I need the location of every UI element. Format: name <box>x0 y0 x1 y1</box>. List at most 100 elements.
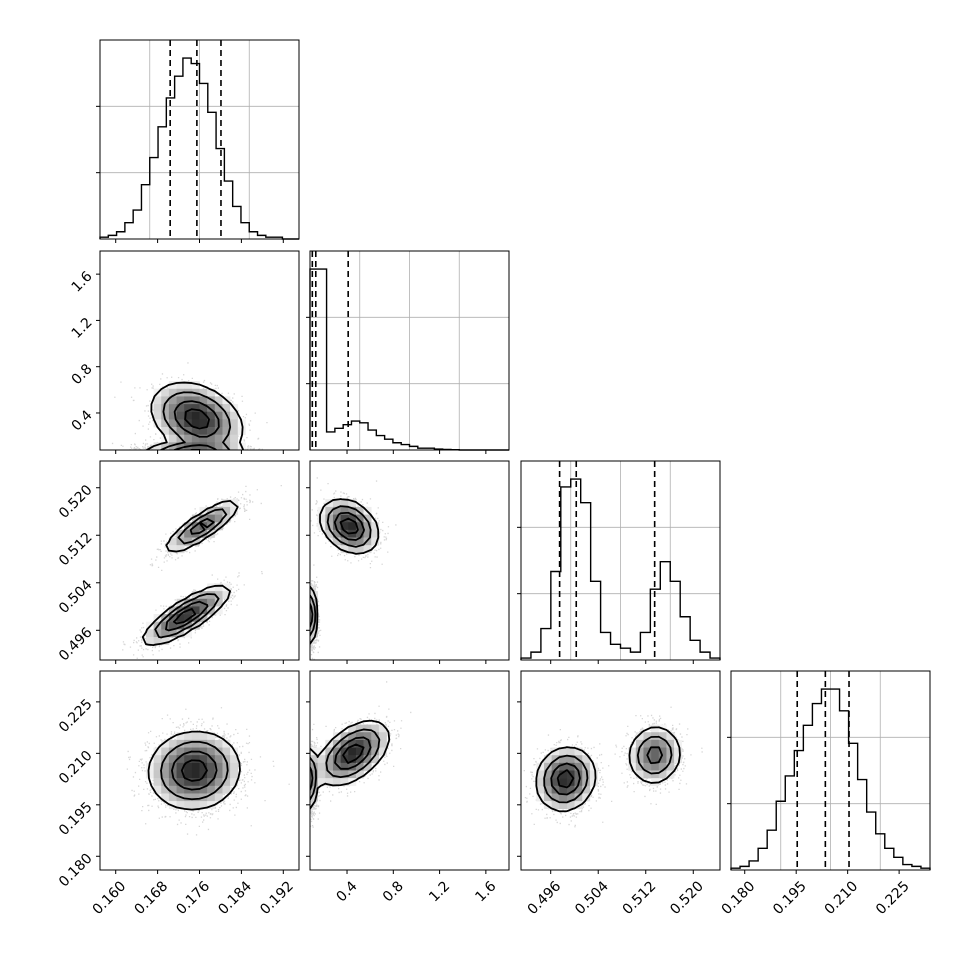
density-cell <box>176 739 185 748</box>
contour-level-2 <box>550 746 664 796</box>
density-cell <box>230 506 239 515</box>
density-cell <box>168 388 177 397</box>
density-cell <box>340 537 349 546</box>
density-cell <box>643 747 652 756</box>
density-cell <box>325 762 334 771</box>
density-cell <box>191 739 200 748</box>
density-cell <box>176 621 185 630</box>
density-cell <box>230 434 239 443</box>
density-cell <box>317 770 326 779</box>
density-cell <box>566 762 575 771</box>
density-cell <box>332 778 341 787</box>
contour-level-0 <box>141 499 239 647</box>
density-cell <box>363 545 372 554</box>
density-cell <box>348 506 357 515</box>
contour-level-2 <box>310 511 365 628</box>
contour-level-3 <box>172 607 197 625</box>
density-cell <box>628 755 637 764</box>
hist-step-2 <box>520 478 721 660</box>
density-cell <box>332 506 341 515</box>
density-cell <box>635 739 644 748</box>
density-cell <box>199 770 208 779</box>
density-cell <box>371 739 380 748</box>
density-cell <box>199 529 208 538</box>
density-cell <box>635 732 644 741</box>
density-cell <box>643 732 652 741</box>
density-cell <box>222 785 231 794</box>
density-cell <box>378 739 387 748</box>
density-cell <box>574 785 583 794</box>
density-cell <box>317 778 326 787</box>
contours-2-0 <box>141 499 239 647</box>
density-cell <box>168 419 177 428</box>
density-cell <box>214 514 223 523</box>
density-cell <box>184 747 193 756</box>
density-cell <box>207 762 216 771</box>
contour-level-3 <box>339 517 359 535</box>
density-cell <box>199 762 208 771</box>
density-cell <box>222 755 231 764</box>
density-cell <box>355 522 364 531</box>
density-cell <box>222 747 231 756</box>
density-cell <box>168 396 177 405</box>
density-cell <box>574 793 583 802</box>
density-cell <box>153 747 162 756</box>
density-cell <box>199 396 208 405</box>
density-cell <box>176 732 185 741</box>
density-cell <box>348 747 357 756</box>
density-cell <box>184 755 193 764</box>
density-cell <box>371 732 380 741</box>
density-cell <box>543 778 552 787</box>
density-cell <box>222 404 231 413</box>
density-cell <box>214 583 223 592</box>
density-cell <box>168 404 177 413</box>
density-cell <box>207 427 216 435</box>
pair-panel-3-2 <box>520 670 721 871</box>
pair-panel-2-0 <box>99 460 300 661</box>
contour-level-1 <box>310 505 372 637</box>
density-cell <box>184 770 193 779</box>
density-cell <box>161 404 170 413</box>
density-cell <box>559 762 568 771</box>
density-cell <box>536 770 545 779</box>
density-cell <box>559 793 568 802</box>
density-cell <box>310 614 318 623</box>
density-cell <box>317 514 326 523</box>
density-cell <box>363 522 372 531</box>
density-cell <box>589 770 598 779</box>
density-cell <box>566 755 575 764</box>
density-cell <box>543 770 552 779</box>
density-cell <box>199 434 208 443</box>
density-cell <box>230 778 239 787</box>
contour-level-2 <box>165 517 215 632</box>
density-cell <box>643 770 652 779</box>
density-cell <box>222 427 231 435</box>
density-cell <box>332 499 341 508</box>
density-cell <box>559 770 568 779</box>
density-cell <box>191 427 200 435</box>
density-cell <box>340 529 349 538</box>
density-cell <box>582 762 591 771</box>
contour-level-2 <box>310 736 372 791</box>
density-cell <box>222 499 231 508</box>
density-cell <box>145 629 154 638</box>
density-cell <box>184 434 193 443</box>
density-cell <box>161 747 170 756</box>
density-cell <box>658 747 667 756</box>
density-cell <box>658 739 667 748</box>
density-cell <box>551 793 560 802</box>
density-cell <box>551 778 560 787</box>
density-cell <box>207 434 216 443</box>
density-cell <box>363 762 372 771</box>
density-cell <box>666 732 675 741</box>
hist-frame-1 <box>309 250 510 451</box>
density-cell <box>566 747 575 756</box>
density-cell <box>355 537 364 546</box>
density-cell <box>184 739 193 748</box>
density-cell <box>230 442 239 450</box>
density-cell <box>635 747 644 756</box>
density-cell <box>161 793 170 802</box>
density-cell <box>214 793 223 802</box>
density-cell <box>153 637 162 645</box>
